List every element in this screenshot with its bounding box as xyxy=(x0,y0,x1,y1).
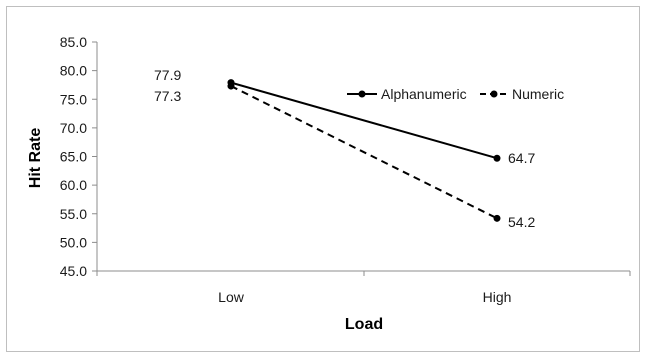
y-tick-label: 55.0 xyxy=(60,206,87,222)
data-point-alphanumeric xyxy=(493,154,501,162)
legend-label-alphanumeric: Alphanumeric xyxy=(381,86,467,102)
legend-label-numeric: Numeric xyxy=(512,86,564,102)
x-tick-label: Low xyxy=(218,289,245,305)
x-axis: Low High xyxy=(96,270,631,305)
data-point-numeric xyxy=(493,214,501,222)
y-tick-label: 85.0 xyxy=(60,34,87,50)
y-tick-label: 45.0 xyxy=(60,263,87,279)
y-tick-label: 70.0 xyxy=(60,120,87,136)
y-tick-label: 50.0 xyxy=(60,234,87,250)
series-layer xyxy=(227,79,501,222)
y-axis-title: Hit Rate xyxy=(27,128,44,189)
legend: Alphanumeric Numeric xyxy=(347,86,564,102)
chart-frame xyxy=(6,6,640,352)
y-tick-label: 75.0 xyxy=(60,91,87,107)
legend-marker-alphanumeric xyxy=(358,90,366,98)
series-line-numeric xyxy=(230,85,498,220)
data-point-numeric xyxy=(227,82,235,90)
x-tick-label: High xyxy=(483,289,512,305)
y-axis: 45.0 50.0 55.0 60.0 65.0 70.0 75.0 80.0 85.0 xyxy=(60,34,98,279)
y-tick-label: 60.0 xyxy=(60,177,87,193)
data-label-numeric: 54.2 xyxy=(508,214,535,230)
y-tick-label: 65.0 xyxy=(60,149,87,165)
x-axis-title: Load xyxy=(345,316,383,333)
data-label-numeric: 77.3 xyxy=(154,88,181,104)
data-label-alphanumeric: 64.7 xyxy=(508,150,535,166)
legend-marker-numeric xyxy=(490,90,498,98)
data-labels: 77.9 64.7 77.3 54.2 xyxy=(154,67,535,230)
y-tick-label: 80.0 xyxy=(60,63,87,79)
series-line-alphanumeric xyxy=(230,81,498,160)
data-label-alphanumeric: 77.9 xyxy=(154,67,181,83)
